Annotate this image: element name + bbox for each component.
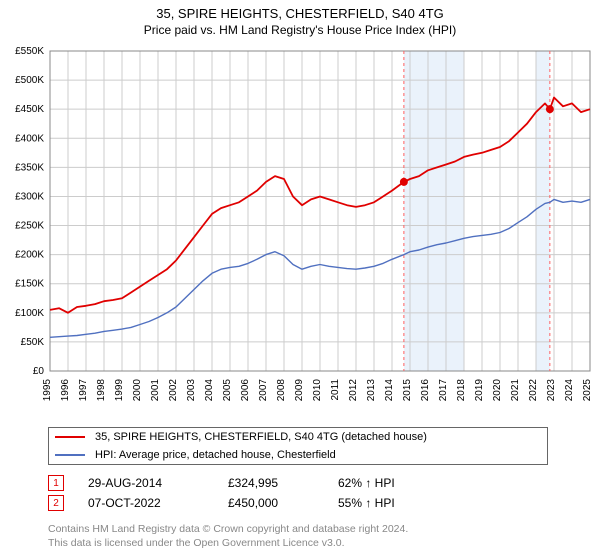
svg-text:£100K: £100K — [15, 308, 44, 319]
footer-line-1: Contains HM Land Registry data © Crown c… — [48, 523, 600, 537]
svg-text:2014: 2014 — [384, 379, 395, 402]
svg-text:£200K: £200K — [15, 250, 44, 261]
svg-text:£350K: £350K — [15, 162, 44, 173]
svg-text:2018: 2018 — [456, 379, 467, 402]
svg-text:2023: 2023 — [546, 379, 557, 402]
svg-text:2022: 2022 — [528, 379, 539, 402]
sale-pct: 55% ↑ HPI — [338, 496, 458, 510]
svg-text:2019: 2019 — [474, 379, 485, 402]
svg-text:£0: £0 — [33, 366, 45, 377]
sale-marker-box: 2 — [48, 495, 64, 511]
svg-text:2016: 2016 — [420, 379, 431, 402]
svg-text:2005: 2005 — [222, 379, 233, 402]
svg-text:2015: 2015 — [402, 379, 413, 402]
svg-text:2020: 2020 — [492, 379, 503, 402]
svg-text:£50K: £50K — [21, 337, 45, 348]
chart-container: 35, SPIRE HEIGHTS, CHESTERFIELD, S40 4TG… — [0, 0, 600, 560]
svg-text:2009: 2009 — [294, 379, 305, 402]
sale-pct: 62% ↑ HPI — [338, 476, 458, 490]
svg-text:£450K: £450K — [15, 104, 44, 115]
sale-row: 2 07-OCT-2022£450,00055% ↑ HPI — [48, 493, 600, 513]
svg-text:2021: 2021 — [510, 379, 521, 402]
svg-text:2007: 2007 — [258, 379, 269, 402]
sale-price: £450,000 — [228, 496, 338, 510]
svg-text:2004: 2004 — [204, 379, 215, 402]
svg-text:1997: 1997 — [78, 379, 89, 402]
svg-text:2006: 2006 — [240, 379, 251, 402]
footer-attribution: Contains HM Land Registry data © Crown c… — [48, 523, 600, 550]
sale-row: 1 29-AUG-2014£324,99562% ↑ HPI — [48, 473, 600, 493]
legend-box: 35, SPIRE HEIGHTS, CHESTERFIELD, S40 4TG… — [48, 427, 548, 465]
footer-line-2: This data is licensed under the Open Gov… — [48, 537, 600, 551]
sale-marker-box: 1 — [48, 475, 64, 491]
svg-text:2017: 2017 — [438, 379, 449, 402]
svg-text:2008: 2008 — [276, 379, 287, 402]
legend-item: HPI: Average price, detached house, Ches… — [49, 446, 547, 464]
chart-subtitle: Price paid vs. HM Land Registry's House … — [0, 21, 600, 41]
legend-label: 35, SPIRE HEIGHTS, CHESTERFIELD, S40 4TG… — [95, 431, 427, 443]
svg-text:1999: 1999 — [114, 379, 125, 402]
sale-date: 29-AUG-2014 — [88, 476, 228, 490]
svg-text:2012: 2012 — [348, 379, 359, 402]
svg-text:2011: 2011 — [330, 379, 341, 401]
svg-text:£500K: £500K — [15, 75, 44, 86]
svg-text:2001: 2001 — [150, 379, 161, 402]
sale-date: 07-OCT-2022 — [88, 496, 228, 510]
svg-text:2003: 2003 — [186, 379, 197, 402]
svg-text:2002: 2002 — [168, 379, 179, 402]
chart-plot-area: £0 £50K £100K £150K £200K £250K £300K £350K £400… — [0, 41, 600, 421]
svg-text:£550K: £550K — [15, 46, 44, 57]
line-chart-svg: £0 £50K £100K £150K £200K £250K £300K £350K £400… — [0, 41, 600, 421]
legend-label: HPI: Average price, detached house, Ches… — [95, 449, 336, 461]
svg-text:£150K: £150K — [15, 279, 44, 290]
chart-title: 35, SPIRE HEIGHTS, CHESTERFIELD, S40 4TG — [0, 0, 600, 21]
svg-text:2013: 2013 — [366, 379, 377, 402]
svg-text:2000: 2000 — [132, 379, 143, 402]
svg-text:£400K: £400K — [15, 133, 44, 144]
svg-text:2025: 2025 — [582, 379, 593, 402]
svg-text:1998: 1998 — [96, 379, 107, 402]
svg-text:2010: 2010 — [312, 379, 323, 402]
sale-price: £324,995 — [228, 476, 338, 490]
svg-text:£300K: £300K — [15, 191, 44, 202]
svg-text:£250K: £250K — [15, 221, 44, 232]
svg-text:2024: 2024 — [564, 379, 575, 402]
svg-text:1995: 1995 — [42, 379, 53, 402]
legend-swatch — [55, 454, 85, 456]
legend-swatch — [55, 436, 85, 438]
svg-text:1996: 1996 — [60, 379, 71, 402]
legend-item: 35, SPIRE HEIGHTS, CHESTERFIELD, S40 4TG… — [49, 428, 547, 446]
sales-table: 1 29-AUG-2014£324,99562% ↑ HPI 2 07-OCT-202… — [48, 473, 600, 513]
